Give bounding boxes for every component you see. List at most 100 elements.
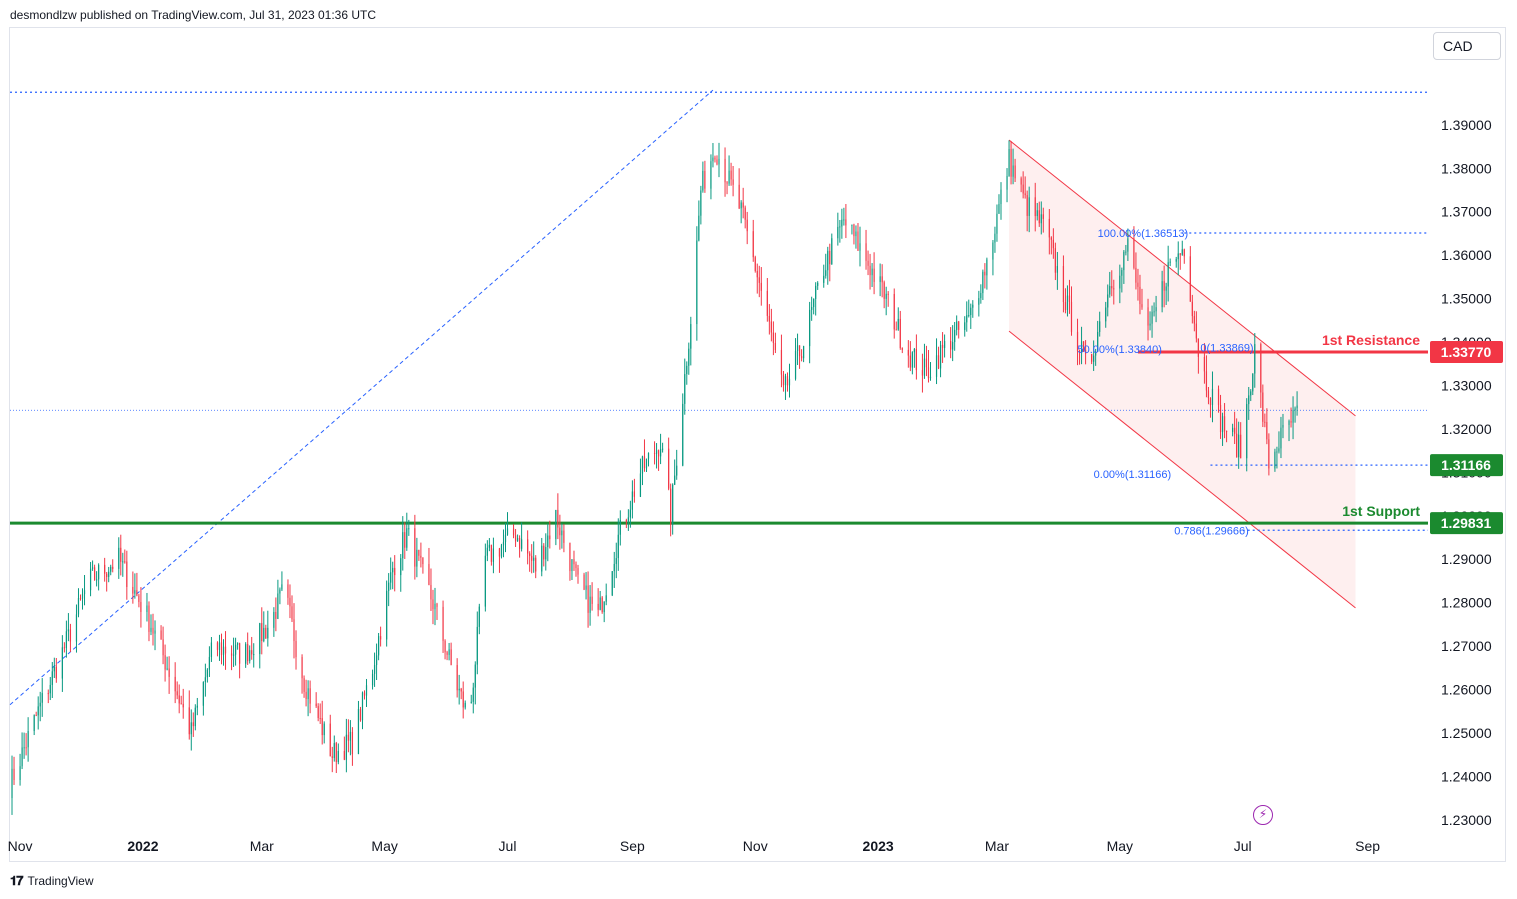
candle-body bbox=[879, 276, 881, 282]
candle bbox=[277, 579, 279, 620]
candle bbox=[545, 533, 547, 571]
candle bbox=[625, 518, 627, 529]
candle-body bbox=[615, 558, 617, 564]
candle-body bbox=[690, 324, 692, 349]
candle bbox=[696, 226, 698, 341]
candle-body bbox=[305, 691, 307, 700]
candle bbox=[746, 211, 748, 245]
x-tick-label: May bbox=[1107, 838, 1133, 854]
candle-body bbox=[982, 271, 984, 294]
candle-body bbox=[881, 276, 883, 283]
candle bbox=[813, 298, 815, 315]
candle bbox=[61, 635, 63, 692]
candle-body bbox=[865, 243, 867, 261]
y-tick-label: 1.29000 bbox=[1441, 551, 1492, 567]
candle bbox=[182, 688, 184, 719]
candle-body bbox=[386, 590, 388, 640]
candle bbox=[657, 449, 660, 471]
candle-body bbox=[569, 542, 571, 572]
candle bbox=[154, 620, 156, 651]
candle-body bbox=[627, 517, 629, 522]
candle-body bbox=[1078, 350, 1081, 353]
candle-body bbox=[853, 224, 855, 237]
candle-body bbox=[1099, 321, 1101, 332]
candle bbox=[25, 733, 27, 756]
candle bbox=[782, 370, 785, 392]
candle-body bbox=[901, 348, 903, 350]
candle bbox=[726, 181, 728, 195]
candle-body bbox=[1278, 448, 1280, 452]
candle bbox=[1107, 284, 1109, 317]
candle-body bbox=[106, 573, 108, 577]
support-price-tag bbox=[1430, 512, 1503, 535]
candle bbox=[589, 585, 591, 626]
candle-body bbox=[23, 747, 25, 749]
candle bbox=[1209, 397, 1212, 418]
candle-body bbox=[529, 553, 531, 556]
candle-body bbox=[301, 657, 303, 679]
candle-body bbox=[895, 329, 897, 331]
candle bbox=[841, 208, 843, 239]
candle-body bbox=[668, 448, 670, 489]
candle-body bbox=[941, 344, 944, 348]
candle-body bbox=[55, 666, 57, 679]
candle-body bbox=[275, 611, 277, 619]
candle bbox=[700, 185, 702, 225]
candle-body bbox=[583, 574, 585, 590]
candle-body bbox=[478, 606, 480, 627]
candle-body bbox=[885, 293, 887, 299]
candle bbox=[954, 321, 956, 351]
y-tick-label: 1.33000 bbox=[1441, 377, 1492, 393]
candle-body bbox=[303, 678, 305, 692]
lightning-icon[interactable]: ⚡ bbox=[1253, 805, 1273, 825]
candle bbox=[190, 709, 192, 751]
candle-body bbox=[929, 376, 932, 379]
candle-body bbox=[51, 671, 53, 685]
candle-body bbox=[766, 290, 768, 316]
candle-body bbox=[448, 649, 450, 655]
candle bbox=[809, 301, 811, 364]
candle-body bbox=[1034, 197, 1036, 217]
candle bbox=[108, 566, 110, 583]
candle bbox=[851, 224, 853, 235]
candle bbox=[1068, 279, 1071, 314]
candle bbox=[557, 493, 559, 540]
candle-body bbox=[800, 356, 803, 359]
currency-selector[interactable]: CAD bbox=[1433, 32, 1501, 60]
candle-body bbox=[1000, 189, 1002, 205]
candle bbox=[788, 363, 791, 398]
candle bbox=[259, 622, 261, 669]
candle-body bbox=[77, 598, 80, 615]
candle bbox=[388, 573, 390, 607]
candles bbox=[11, 140, 1298, 815]
candle-body bbox=[428, 564, 430, 586]
swing-low-price-tag bbox=[1430, 454, 1503, 477]
candle-body bbox=[972, 304, 974, 308]
candle bbox=[698, 200, 700, 242]
candle bbox=[1211, 371, 1214, 423]
candle bbox=[1137, 268, 1139, 301]
candle-body bbox=[148, 605, 150, 632]
candle bbox=[51, 661, 53, 699]
candle bbox=[347, 719, 349, 753]
candle bbox=[1205, 355, 1208, 398]
candle-body bbox=[855, 231, 857, 237]
candle bbox=[75, 604, 78, 653]
candle-body bbox=[1054, 248, 1056, 273]
candle-body bbox=[281, 584, 283, 590]
candle bbox=[53, 657, 55, 679]
candle bbox=[174, 662, 176, 704]
candle bbox=[502, 529, 505, 558]
candle bbox=[96, 571, 98, 587]
candle-body bbox=[1294, 408, 1296, 411]
candle-body bbox=[345, 734, 347, 760]
candle-body bbox=[839, 226, 841, 228]
candle-body bbox=[655, 450, 658, 454]
candle bbox=[380, 626, 382, 647]
candle-body bbox=[154, 630, 156, 634]
candle-body bbox=[232, 654, 235, 656]
candle bbox=[1179, 253, 1181, 270]
candle-body bbox=[535, 557, 537, 572]
candle bbox=[1139, 274, 1141, 315]
